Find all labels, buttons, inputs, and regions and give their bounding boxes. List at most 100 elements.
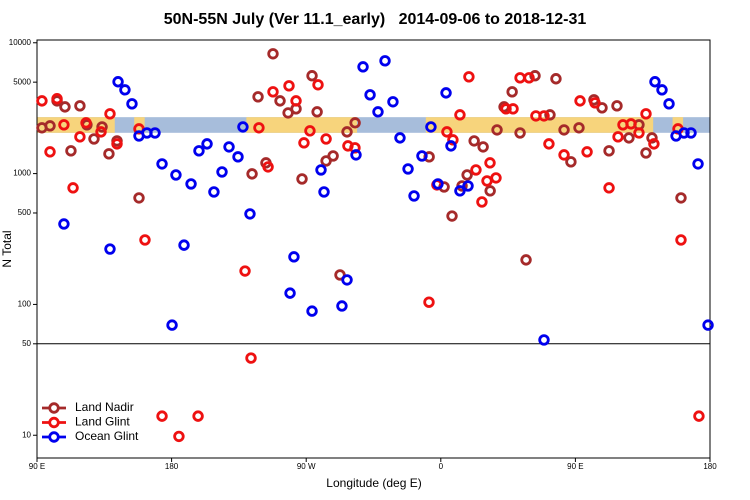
point [432, 178, 444, 190]
point [112, 76, 124, 88]
point [96, 121, 108, 133]
point [253, 122, 265, 134]
legend-label: Land Nadir [75, 400, 134, 414]
point [693, 410, 705, 422]
point [574, 95, 586, 107]
x-tick-label: 90 W [297, 462, 316, 471]
point [58, 119, 70, 131]
point [306, 70, 318, 82]
land-band [246, 117, 358, 133]
point [500, 103, 512, 115]
point [640, 108, 652, 120]
point [185, 178, 197, 190]
legend-marker [48, 431, 60, 443]
point [298, 137, 310, 149]
point [544, 109, 556, 121]
series-0 [36, 48, 687, 281]
point [327, 150, 339, 162]
land-band [425, 117, 654, 133]
point [387, 96, 399, 108]
x-axis-label: Longitude (deg E) [326, 476, 421, 490]
point [192, 410, 204, 422]
point [463, 71, 475, 83]
series-2 [58, 55, 714, 346]
x-tick-label: 90 E [29, 462, 45, 471]
point [441, 126, 453, 138]
point [274, 95, 286, 107]
point [454, 185, 466, 197]
point [95, 126, 107, 138]
land-band [37, 117, 115, 133]
point [139, 234, 151, 246]
point [550, 73, 562, 85]
point [44, 120, 56, 132]
point [520, 254, 532, 266]
point [425, 121, 437, 133]
point [208, 186, 220, 198]
point [611, 100, 623, 112]
point [104, 108, 116, 120]
point [290, 95, 302, 107]
point [237, 121, 249, 133]
point [558, 149, 570, 161]
point [440, 87, 452, 99]
x-tick-label: 180 [703, 462, 717, 471]
legend-label: Land Glint [75, 415, 130, 429]
point [529, 70, 541, 82]
point [692, 158, 704, 170]
point [103, 148, 115, 160]
point [491, 124, 503, 136]
point [201, 138, 213, 150]
point [481, 175, 493, 187]
y-tick-label: 50 [22, 339, 31, 348]
point [111, 138, 123, 150]
point [178, 239, 190, 251]
point [312, 79, 324, 91]
point [538, 334, 550, 346]
point [445, 140, 457, 152]
point [262, 161, 274, 173]
point [80, 117, 92, 129]
point [612, 131, 624, 143]
point [166, 319, 178, 331]
y-tick-label: 500 [18, 208, 32, 217]
point [461, 169, 473, 181]
point [484, 185, 496, 197]
point [640, 147, 652, 159]
point [88, 133, 100, 145]
x-tick-label: 180 [165, 462, 179, 471]
point [349, 117, 361, 129]
point [336, 300, 348, 312]
point [252, 91, 264, 103]
point [402, 163, 414, 175]
point [507, 103, 519, 115]
point [74, 100, 86, 112]
point [573, 122, 585, 134]
point [646, 132, 658, 144]
point [341, 126, 353, 138]
point [685, 127, 697, 139]
point [58, 218, 70, 230]
point [663, 98, 675, 110]
point [51, 93, 63, 105]
point [67, 182, 79, 194]
y-tick-label: 5000 [13, 77, 31, 86]
point [126, 98, 138, 110]
point [408, 190, 420, 202]
point [318, 186, 330, 198]
point [267, 86, 279, 98]
point [623, 132, 635, 144]
point [447, 134, 459, 146]
point [462, 180, 474, 192]
point [288, 251, 300, 263]
point [675, 192, 687, 204]
point [514, 127, 526, 139]
point [543, 138, 555, 150]
point [306, 305, 318, 317]
point [246, 168, 258, 180]
point [357, 61, 369, 73]
point [59, 101, 71, 113]
point [304, 125, 316, 137]
point [514, 72, 526, 84]
